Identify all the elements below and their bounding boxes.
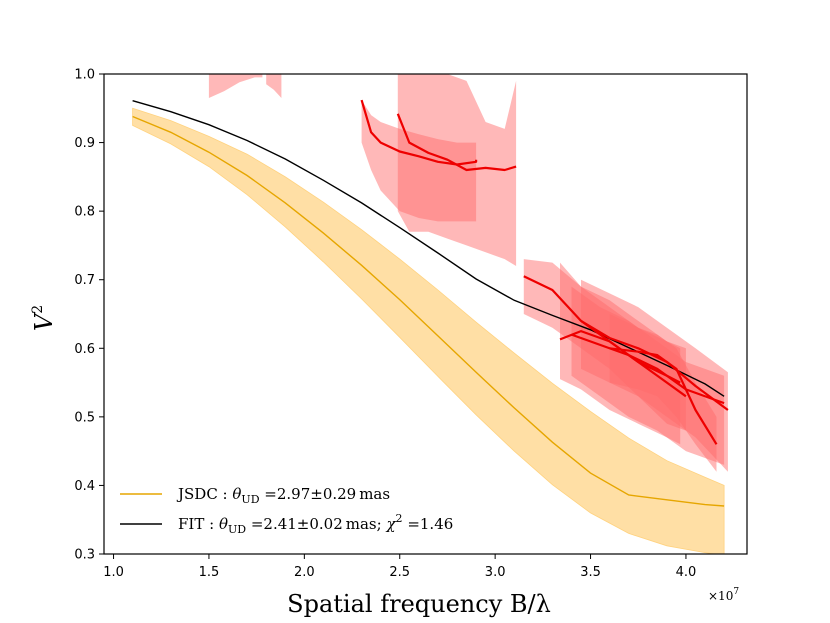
y-tick-label: 0.8 — [74, 205, 95, 220]
y-tick-label: 1.0 — [74, 68, 95, 83]
x-tick-label: 4.0 — [676, 565, 697, 580]
y-tick-label: 0.9 — [74, 136, 95, 151]
observation-band-6 — [560, 262, 681, 445]
observation-bands — [208, 74, 728, 472]
legend: JSDC : θUD =2.97±0.29 mas FIT : θUD =2.4… — [120, 485, 453, 536]
observation-lines — [360, 99, 729, 445]
x-multiplier-exponent: 7 — [733, 587, 739, 597]
model-lines — [132, 100, 725, 507]
model-bands — [132, 107, 725, 554]
y-tick-label: 0.4 — [74, 479, 95, 494]
plot-frame — [103, 73, 748, 555]
observation-line-7 — [571, 333, 725, 405]
x-axis-multiplier: ×107 — [708, 587, 739, 603]
y-axis-ticks: 0.3 0.4 0.5 0.6 0.7 0.8 0.9 1.0 — [74, 68, 104, 563]
x-axis-ticks: 1.0 1.5 2.0 2.5 3.0 3.5 4.0 — [103, 554, 696, 580]
observation-band-4 — [397, 74, 517, 266]
x-tick-label: 3.5 — [580, 565, 601, 580]
model-line-fit — [132, 100, 725, 397]
x-tick-label: 3.0 — [485, 565, 506, 580]
observation-line-9 — [609, 347, 718, 445]
x-multiplier-base: ×10 — [708, 589, 733, 603]
y-axis-title-exponent: 2 — [30, 305, 46, 314]
y-axis-title-base: V — [30, 311, 58, 331]
plot-area — [132, 74, 729, 554]
observation-band-8 — [581, 279, 728, 472]
y-tick-label: 0.3 — [74, 548, 95, 563]
x-axis-title: Spatial frequency B/λ — [287, 590, 551, 618]
observation-band-7 — [571, 286, 725, 465]
observation-line-4 — [396, 113, 517, 172]
x-tick-label: 2.0 — [294, 565, 315, 580]
observation-band-2 — [266, 74, 282, 98]
x-tick-label: 1.0 — [103, 565, 124, 580]
observation-line-3 — [360, 99, 478, 166]
y-tick-label: 0.5 — [74, 410, 95, 425]
y-axis-title: V2 — [30, 305, 58, 331]
observation-band-1 — [208, 74, 263, 98]
y-tick-label: 0.7 — [74, 273, 95, 288]
legend-label-jsdc: JSDC : θUD =2.97±0.29 mas — [176, 485, 390, 506]
model-band-jsdc — [132, 107, 725, 554]
observation-band-3 — [361, 100, 477, 222]
model-line-jsdc — [132, 115, 725, 507]
legend-label-fit: FIT : θUD =2.41±0.02 mas; χ2 =1.46 — [178, 512, 453, 536]
y-tick-label: 0.6 — [74, 342, 95, 357]
observation-band-9 — [609, 314, 717, 472]
x-tick-label: 2.5 — [389, 565, 410, 580]
x-tick-label: 1.5 — [199, 565, 220, 580]
